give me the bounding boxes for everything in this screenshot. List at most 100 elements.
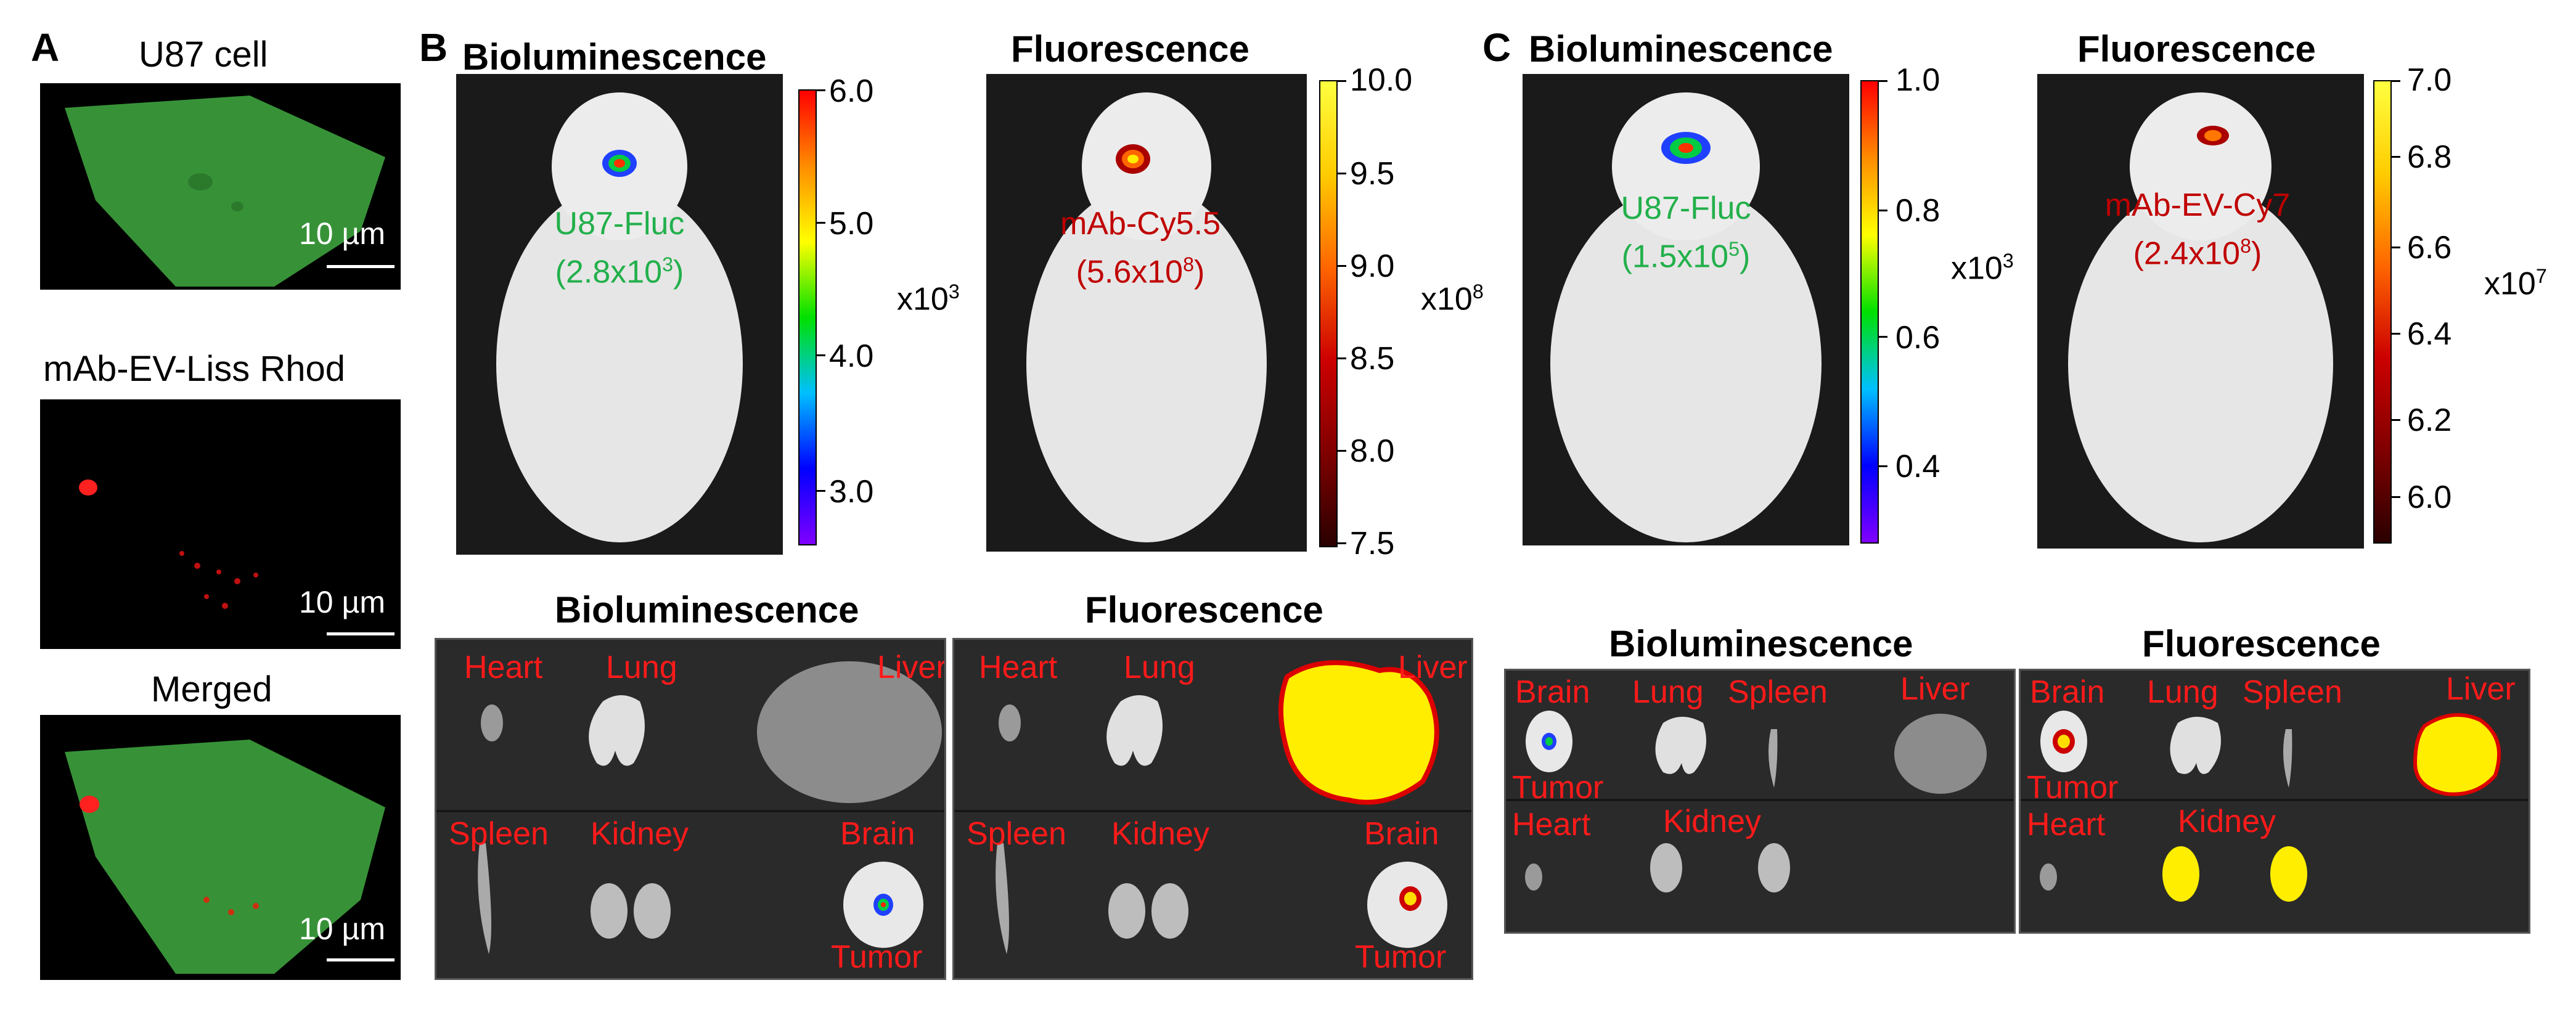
organ-label-liver: Liver — [1900, 671, 1970, 707]
tick-label: 4.0 — [829, 338, 874, 374]
tick-label: 8.0 — [1350, 433, 1395, 469]
tick-label: 6.6 — [2407, 230, 2452, 266]
colorbar-multiplier: x103 — [1951, 250, 2014, 287]
tick-mark — [2392, 247, 2400, 248]
b-fluor-mouse-image: mAb-Cy5.5 (5.6x108) — [986, 74, 1307, 552]
b-biolum-colorbar — [798, 89, 817, 545]
label-value: (1.5x105) — [1621, 238, 1751, 275]
b-organs-fluor-image: Heart Lung Liver Spleen Kidney Brain Tum… — [952, 638, 1473, 980]
b-organs-biolum-title: Bioluminescence — [555, 589, 859, 630]
tick-mark — [817, 490, 825, 492]
b-biolum-title: Bioluminescence — [462, 36, 767, 78]
organ-label-kidney: Kidney — [591, 816, 689, 852]
b-organs-fluor-title: Fluorescence — [1085, 589, 1323, 630]
tick-mark — [1338, 357, 1346, 359]
label-value: (5.6x108) — [1076, 253, 1205, 290]
organ-label-tumor: Tumor — [831, 939, 923, 975]
scale-bar — [327, 265, 395, 268]
panel-a-title-1: U87 cell — [139, 35, 268, 75]
organ-label-lung: Lung — [606, 650, 677, 685]
scale-label: 10 µm — [299, 216, 385, 251]
organ-label-heart: Heart — [2027, 807, 2106, 843]
tick-label: 6.0 — [2407, 479, 2452, 515]
organ-label-tumor: Tumor — [1355, 939, 1447, 975]
c-organs-biolum-image: Brain Lung Spleen Liver Tumor Heart Kidn… — [1504, 669, 2016, 934]
colorbar-multiplier: x108 — [1421, 280, 1484, 317]
tick-label: 7.0 — [2407, 62, 2452, 98]
c-fluor-title: Fluorescence — [2077, 28, 2316, 70]
tick-mark — [817, 89, 825, 91]
organ-label-liver: Liver — [2446, 671, 2516, 707]
organ-label-spleen: Spleen — [449, 816, 549, 852]
b-fluor-title: Fluorescence — [1011, 28, 1249, 70]
panel-a-title-2: mAb-EV-Liss Rhod — [43, 349, 345, 389]
tick-label: 3.0 — [829, 474, 874, 510]
tick-mark — [817, 222, 825, 224]
c-organs-biolum-title: Bioluminescence — [1609, 623, 1913, 664]
u87-cell-image: 10 µm — [40, 83, 401, 290]
merged-overlay — [40, 715, 401, 980]
u87-cell-shape — [40, 83, 401, 290]
c-fluor-colorbar — [2373, 80, 2392, 544]
c-organs-fluor-title: Fluorescence — [2142, 623, 2381, 664]
tick-label: 7.5 — [1350, 526, 1395, 561]
mouse-silhouette — [2037, 74, 2364, 549]
organ-label-tumor: Tumor — [2027, 770, 2119, 806]
b-biolum-label: U87-Fluc (2.8x103) — [512, 203, 727, 292]
label-name: U87-Fluc — [554, 206, 685, 242]
organ-label-kidney: Kidney — [2178, 804, 2276, 839]
tick-label: 10.0 — [1350, 62, 1413, 98]
tick-label: 1.0 — [1895, 62, 1940, 98]
mouse-silhouette — [1523, 74, 1849, 545]
mouse-silhouette — [456, 74, 783, 555]
tick-label: 0.4 — [1895, 449, 1940, 484]
tick-label: 0.8 — [1895, 193, 1940, 229]
tick-mark — [1338, 450, 1346, 452]
scale-label: 10 µm — [299, 585, 385, 619]
panel-b-letter: B — [419, 25, 448, 70]
scale-bar — [327, 958, 395, 961]
colorbar-multiplier: x107 — [2484, 265, 2547, 302]
label-name: U87-Fluc — [1621, 190, 1751, 226]
organ-label-spleen: Spleen — [967, 816, 1066, 852]
panel-c-letter: C — [1482, 25, 1511, 70]
c-fluor-label: mAb-EV-Cy7 (2.4x108) — [2080, 185, 2315, 274]
colorbar-multiplier: x103 — [897, 280, 960, 317]
tick-label: 6.2 — [2407, 402, 2452, 438]
organ-label-lung: Lung — [1124, 650, 1195, 685]
organ-label-heart: Heart — [464, 650, 543, 685]
tick-label: 6.0 — [829, 73, 874, 109]
tick-label: 0.6 — [1895, 320, 1940, 356]
organ-label-brain: Brain — [840, 816, 915, 852]
b-fluor-label: mAb-Cy5.5 (5.6x108) — [1023, 203, 1257, 292]
organ-label-lung: Lung — [1632, 674, 1704, 710]
scale-label: 10 µm — [299, 912, 385, 946]
merged-image: 10 µm — [40, 715, 401, 980]
tick-mark — [1338, 80, 1346, 82]
tick-mark — [817, 354, 825, 356]
organ-shapes — [2021, 671, 2529, 932]
tick-label: 6.4 — [2407, 316, 2452, 352]
tick-mark — [1338, 173, 1346, 174]
tick-label: 5.0 — [829, 206, 874, 242]
scale-bar — [327, 632, 395, 635]
label-name: mAb-Cy5.5 — [1060, 206, 1221, 242]
panel-a-title-3: Merged — [151, 669, 272, 709]
tick-mark — [2392, 156, 2400, 158]
tick-mark — [2392, 80, 2400, 82]
organ-label-tumor: Tumor — [1512, 770, 1604, 806]
label-name: mAb-EV-Cy7 — [2104, 187, 2291, 223]
tick-mark — [1879, 336, 1887, 338]
tick-mark — [1879, 465, 1887, 467]
tick-mark — [2392, 333, 2400, 335]
tick-mark — [1879, 210, 1887, 211]
organ-label-brain: Brain — [1515, 674, 1590, 710]
liss-rhod-dots — [40, 399, 401, 649]
organ-shapes — [954, 640, 1471, 978]
c-biolum-colorbar — [1860, 80, 1879, 544]
label-value: (2.8x103) — [555, 253, 684, 290]
mouse-silhouette — [986, 74, 1307, 552]
c-biolum-mouse-image: U87-Fluc (1.5x105) — [1523, 74, 1849, 545]
panel-a-letter: A — [31, 25, 60, 70]
organ-shapes — [1506, 671, 2014, 932]
